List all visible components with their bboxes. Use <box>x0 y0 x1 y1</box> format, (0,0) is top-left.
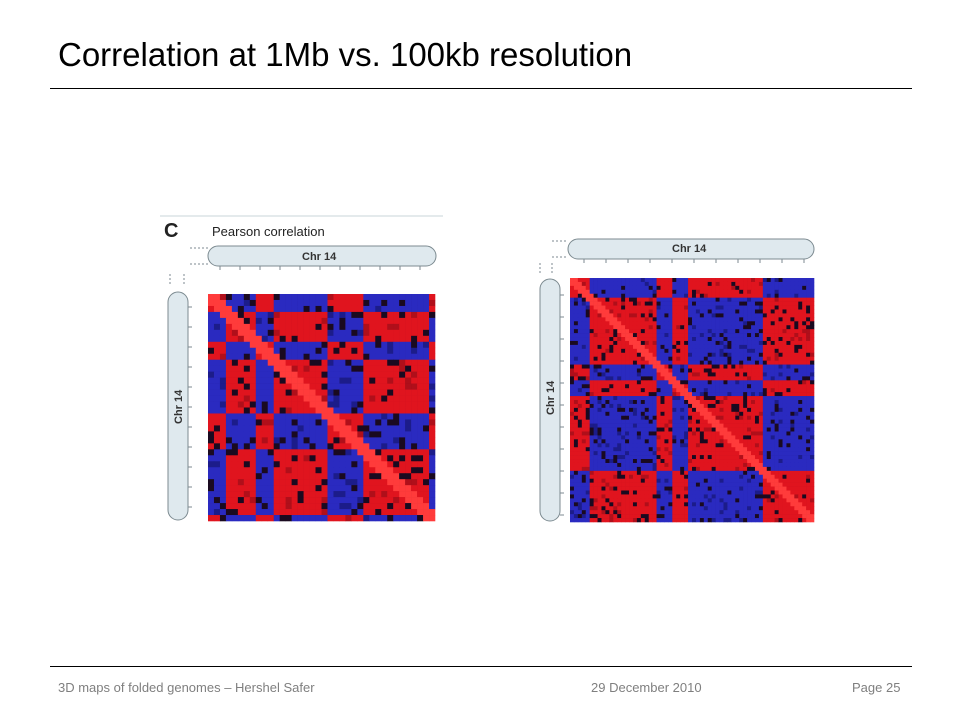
chromosome-bar-top: Chr 14 <box>567 238 815 263</box>
chromosome-label-top: Chr 14 <box>672 243 707 255</box>
chromosome-label-side: Chr 14 <box>173 389 185 424</box>
chromosome-bar-side: Chr 14 <box>167 291 192 521</box>
correlation-figure-1mb: C Pearson correlation Chr 14 Chr 14 <box>160 212 445 527</box>
axis-break-icon <box>169 247 208 286</box>
panel-letter: C <box>164 220 178 242</box>
footer-page-number: Page 25 <box>852 680 901 695</box>
heatmap-100kb <box>570 278 815 523</box>
figure-caption: Pearson correlation <box>212 224 325 239</box>
correlation-figure-100kb: Chr 14 Chr 14 <box>534 233 819 528</box>
chromosome-label-side: Chr 14 <box>545 380 557 415</box>
title-divider <box>50 88 912 89</box>
chromosome-label-top: Chr 14 <box>302 251 337 263</box>
footer-divider <box>50 666 912 667</box>
heatmap-1mb <box>208 294 436 522</box>
footer-date: 29 December 2010 <box>591 680 702 695</box>
chromosome-bar-side: Chr 14 <box>539 278 564 522</box>
footer-presentation-info: 3D maps of folded genomes – Hershel Safe… <box>58 680 315 695</box>
chromosome-bar-top: Chr 14 <box>207 245 437 270</box>
axis-break-icon <box>539 240 568 273</box>
slide-title: Correlation at 1Mb vs. 100kb resolution <box>58 36 633 73</box>
